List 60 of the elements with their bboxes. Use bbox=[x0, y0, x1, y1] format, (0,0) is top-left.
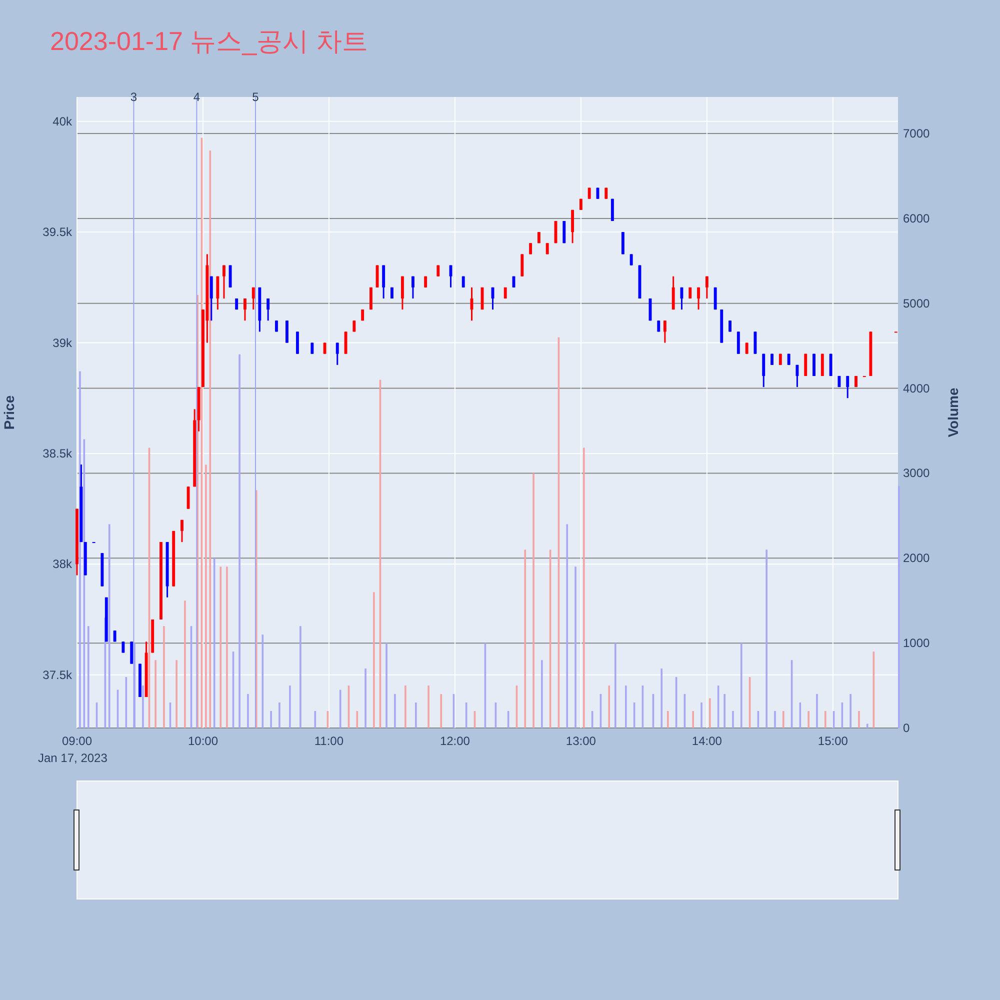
candlestick bbox=[186, 486, 190, 510]
candlestick bbox=[754, 330, 757, 355]
y-tick-label: 39k bbox=[52, 336, 73, 350]
y-tick-label: 39.5k bbox=[42, 225, 73, 240]
candlestick bbox=[796, 364, 799, 388]
y-axis-title: Price bbox=[1, 395, 17, 430]
y2-tick-label: 3000 bbox=[903, 466, 930, 480]
ref-line-label: 5 bbox=[252, 90, 260, 104]
text: Jan 17, 2023 bbox=[38, 751, 108, 765]
candlestick bbox=[621, 231, 624, 255]
y2-axis-title: Volume bbox=[945, 388, 961, 438]
x-tick-label: 09:00 bbox=[62, 734, 92, 748]
candlestick bbox=[610, 198, 614, 222]
candlestick bbox=[829, 353, 832, 377]
ref-line-label: 4 bbox=[193, 90, 200, 104]
y2-tick-label: 6000 bbox=[903, 211, 930, 226]
y2-tick-label: 2000 bbox=[903, 551, 930, 566]
candlestick bbox=[266, 298, 270, 322]
y2-tick-label: 5000 bbox=[903, 296, 930, 310]
candlestick bbox=[663, 320, 666, 344]
candlestick bbox=[630, 253, 633, 266]
x-tick-label: 11:00 bbox=[314, 734, 344, 748]
ref-line-label: 3 bbox=[130, 90, 138, 104]
x-tick-label: 12:00 bbox=[440, 734, 470, 748]
y-tick-label: 37.5k bbox=[42, 668, 73, 682]
candlestick bbox=[411, 276, 414, 300]
candlestick bbox=[180, 519, 184, 543]
candlestick bbox=[244, 298, 246, 322]
candlestick bbox=[400, 276, 404, 310]
candlestick bbox=[705, 276, 708, 300]
y2-tick-label: 1000 bbox=[903, 636, 930, 650]
candlestick bbox=[344, 330, 348, 355]
candlestick bbox=[216, 276, 220, 310]
chart-title: 2023-01-17 뉴스_공시 차트 bbox=[50, 26, 368, 56]
y-tick-label: 40k bbox=[52, 114, 73, 128]
x-tick-label: 14:00 bbox=[692, 734, 722, 748]
y2-tick-label: 7000 bbox=[903, 126, 930, 141]
x-tick-label: 13:00 bbox=[566, 734, 596, 748]
candlestick bbox=[820, 353, 824, 377]
candlestick bbox=[210, 276, 213, 322]
x-tick-label: 15:00 bbox=[818, 734, 848, 748]
candlestick bbox=[336, 342, 339, 366]
y2-tick-label: 4000 bbox=[903, 381, 930, 396]
x-tick-label: 10:00 bbox=[188, 734, 218, 748]
y2-tick-label: 0 bbox=[903, 721, 910, 735]
candlestick bbox=[228, 264, 232, 288]
candlestick bbox=[520, 253, 524, 278]
candlestick bbox=[804, 353, 808, 377]
candlestick bbox=[222, 264, 226, 300]
candlestick bbox=[697, 286, 700, 310]
candlestick bbox=[672, 276, 675, 310]
candlestick bbox=[130, 640, 134, 665]
candlestick bbox=[736, 330, 740, 355]
candlestick bbox=[846, 375, 850, 399]
candlestick bbox=[382, 264, 386, 300]
candlestick bbox=[571, 209, 574, 244]
y-tick-label: 38.5k bbox=[42, 446, 73, 460]
candlestick bbox=[762, 353, 766, 388]
candlestick bbox=[252, 286, 255, 310]
y-tick-label: 38k bbox=[52, 557, 73, 572]
